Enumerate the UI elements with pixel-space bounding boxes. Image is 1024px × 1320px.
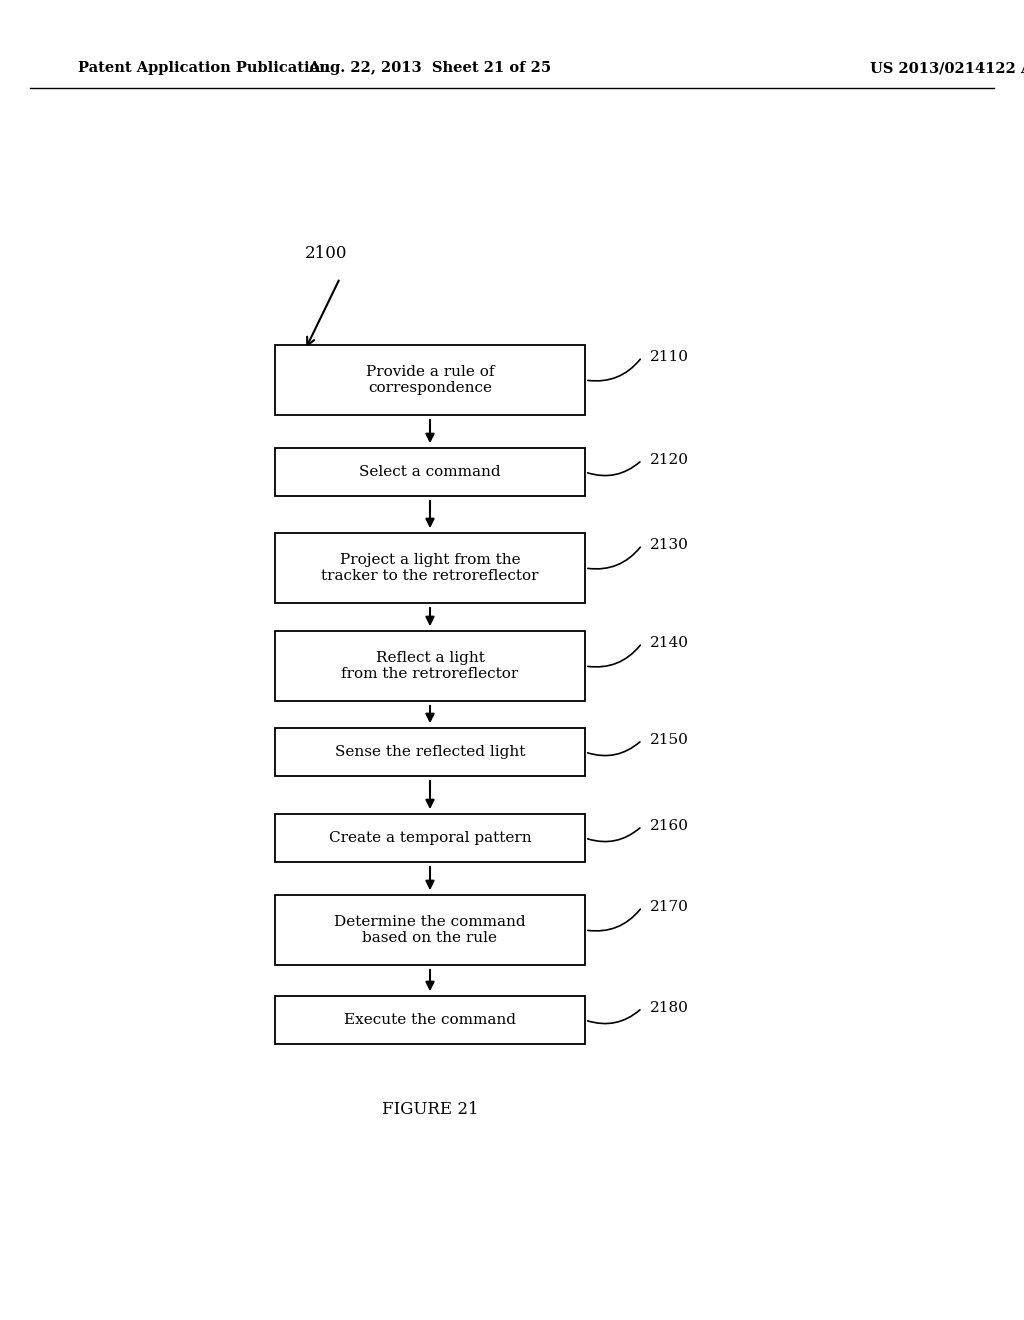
Bar (275, 814, 585, 862)
Bar (275, 447, 585, 496)
Bar (275, 533, 585, 603)
Text: 2160: 2160 (650, 818, 689, 833)
Bar (275, 895, 585, 965)
Text: 2110: 2110 (650, 350, 689, 364)
Text: 2170: 2170 (650, 900, 689, 913)
Bar (275, 345, 585, 414)
Text: Create a temporal pattern: Create a temporal pattern (329, 832, 531, 845)
Text: Provide a rule of
correspondence: Provide a rule of correspondence (366, 364, 495, 395)
Text: Select a command: Select a command (359, 465, 501, 479)
Text: 2120: 2120 (650, 453, 689, 467)
Text: Reflect a light
from the retroreflector: Reflect a light from the retroreflector (341, 651, 518, 681)
Bar (275, 631, 585, 701)
Text: Project a light from the
tracker to the retroreflector: Project a light from the tracker to the … (322, 553, 539, 583)
Text: FIGURE 21: FIGURE 21 (382, 1101, 478, 1118)
Bar (275, 729, 585, 776)
Text: Execute the command: Execute the command (344, 1012, 516, 1027)
Text: 2180: 2180 (650, 1001, 689, 1015)
Text: 2150: 2150 (650, 733, 689, 747)
Text: Aug. 22, 2013  Sheet 21 of 25: Aug. 22, 2013 Sheet 21 of 25 (308, 61, 552, 75)
Text: Patent Application Publication: Patent Application Publication (78, 61, 330, 75)
Text: Determine the command
based on the rule: Determine the command based on the rule (334, 915, 525, 945)
Text: 2140: 2140 (650, 636, 689, 649)
Text: 2130: 2130 (650, 539, 689, 552)
Text: 2100: 2100 (305, 244, 347, 261)
Text: Sense the reflected light: Sense the reflected light (335, 744, 525, 759)
Bar (275, 997, 585, 1044)
Text: US 2013/0214122 A1: US 2013/0214122 A1 (870, 61, 1024, 75)
